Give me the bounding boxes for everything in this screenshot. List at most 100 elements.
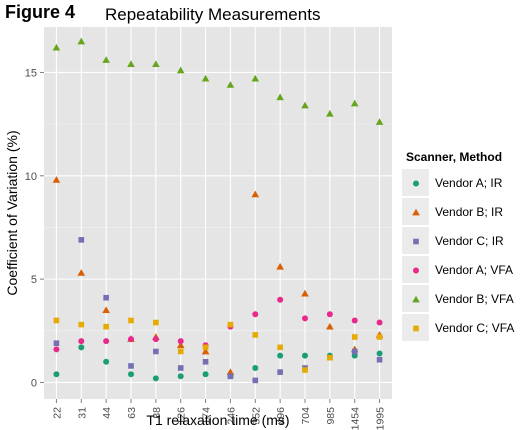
legend-key — [402, 256, 429, 283]
data-point-vendor-b-vfa — [176, 66, 185, 74]
legend-title: Scanner, Method — [406, 150, 503, 164]
legend-label: Vendor A; VFA — [435, 262, 514, 277]
legend-label: Vendor C; IR — [435, 233, 504, 248]
data-point-vendor-c-vfa — [103, 323, 109, 330]
legend-key — [402, 285, 429, 312]
data-point-vendor-c-vfa — [351, 334, 358, 340]
legend-key — [402, 227, 429, 254]
legend-label: Vendor A; IR — [435, 175, 503, 190]
legend-marker-shape — [411, 295, 420, 302]
data-point-vendor-b-ir — [201, 347, 210, 355]
data-point-vendor-c-vfa — [252, 332, 259, 338]
data-point-vendor-c-ir — [103, 294, 109, 301]
legend-item: Vendor C; VFA — [402, 313, 527, 342]
x-tick-label: 126 — [176, 407, 188, 425]
data-point-vendor-b-ir — [301, 289, 309, 297]
data-point-vendor-b-ir — [77, 269, 86, 276]
data-point-vendor-b-ir — [176, 341, 185, 349]
x-tick-label: 174 — [201, 407, 213, 425]
data-point-vendor-c-vfa — [78, 321, 85, 328]
data-point-vendor-a-vfa — [78, 338, 85, 345]
legend-marker — [412, 267, 419, 273]
data-point-vendor-c-vfa — [177, 348, 184, 355]
plot-panel — [44, 27, 392, 399]
data-point-vendor-a-ir — [277, 352, 284, 359]
data-point-vendor-b-vfa — [52, 43, 61, 51]
data-point-vendor-a-vfa — [351, 317, 358, 324]
data-point-vendor-c-ir — [128, 363, 134, 369]
x-axis-title: T1 relaxation time (ms) — [146, 412, 289, 428]
data-point-vendor-c-ir — [376, 356, 383, 363]
legend-marker-shape — [411, 208, 420, 215]
legend-key — [402, 314, 429, 341]
x-tick-label: 22 — [51, 407, 63, 419]
data-point-vendor-b-vfa — [276, 93, 284, 101]
data-point-vendor-b-vfa — [326, 110, 334, 117]
data-point-vendor-b-ir — [102, 306, 110, 313]
data-point-vendor-a-vfa — [128, 336, 134, 343]
data-point-vendor-a-vfa — [53, 346, 60, 353]
data-point-vendor-c-ir — [277, 369, 283, 375]
data-point-vendor-a-vfa — [177, 338, 184, 345]
data-point-vendor-a-ir — [53, 371, 60, 378]
data-point-vendor-c-vfa — [327, 354, 333, 361]
figure-label: Figure 4 — [5, 2, 76, 22]
legend-marker-shape — [412, 267, 419, 273]
legend-marker — [411, 208, 420, 215]
legend-key — [402, 198, 429, 225]
data-point-vendor-a-ir — [177, 373, 184, 380]
data-point-vendor-b-vfa — [350, 99, 359, 107]
data-point-vendor-b-ir — [276, 262, 284, 270]
y-axis-title: Coefficient of Variation (%) — [4, 130, 20, 295]
data-point-vendor-c-vfa — [153, 319, 159, 326]
legend-marker — [412, 238, 419, 244]
data-point-vendor-b-ir — [251, 190, 260, 198]
x-tick-label: 63 — [126, 407, 138, 419]
legend-key — [402, 169, 429, 196]
data-point-vendor-c-ir — [53, 340, 60, 346]
data-point-vendor-c-vfa — [128, 317, 134, 324]
data-point-vendor-c-vfa — [302, 367, 308, 373]
legend-marker — [411, 295, 420, 302]
chart-title: Repeatability Measurements — [105, 5, 321, 24]
y-tick-label: 0 — [31, 377, 37, 389]
legend-marker-shape — [412, 325, 419, 331]
y-tick-label: 15 — [25, 67, 37, 79]
legend-label: Vendor B; VFA — [435, 291, 514, 306]
data-point-vendor-c-vfa — [376, 334, 383, 340]
legend-marker — [412, 325, 419, 331]
data-point-vendor-c-ir — [78, 237, 85, 243]
data-point-vendor-a-ir — [302, 352, 308, 359]
x-tick-label: 44 — [101, 407, 113, 419]
data-point-vendor-b-vfa — [77, 37, 86, 45]
data-point-vendor-a-vfa — [326, 311, 333, 318]
legend-item: Vendor A; VFA — [402, 255, 527, 284]
legend-marker — [412, 180, 419, 186]
legend-item: Vendor A; IR — [402, 168, 527, 197]
legend-label: Vendor C; VFA — [435, 320, 515, 335]
data-point-vendor-b-vfa — [152, 60, 160, 68]
data-point-vendor-b-vfa — [127, 60, 135, 68]
legend-item: Vendor C; IR — [402, 226, 527, 255]
data-point-vendor-c-vfa — [53, 317, 60, 324]
data-point-vendor-a-vfa — [252, 311, 259, 318]
y-tick-label: 10 — [25, 171, 37, 183]
x-tick-label: 1995 — [375, 407, 387, 430]
data-point-vendor-a-ir — [78, 344, 85, 351]
data-point-vendor-c-ir — [153, 348, 159, 355]
data-point-vendor-b-ir — [52, 176, 61, 183]
data-point-vendor-b-vfa — [226, 81, 235, 88]
data-point-vendor-b-vfa — [301, 101, 309, 109]
data-point-vendor-c-ir — [177, 365, 184, 371]
data-point-vendor-c-vfa — [227, 321, 234, 328]
data-point-vendor-b-vfa — [375, 118, 384, 125]
data-point-vendor-a-vfa — [277, 296, 284, 303]
data-point-vendor-b-ir — [326, 322, 334, 330]
data-point-vendor-c-ir — [202, 359, 209, 365]
legend-marker-shape — [412, 238, 419, 244]
legend-marker-shape — [412, 180, 419, 186]
x-tick-label: 352 — [250, 407, 262, 425]
data-point-vendor-c-ir — [351, 348, 358, 355]
data-point-vendor-a-ir — [252, 365, 259, 371]
legend-item: Vendor B; VFA — [402, 284, 527, 313]
